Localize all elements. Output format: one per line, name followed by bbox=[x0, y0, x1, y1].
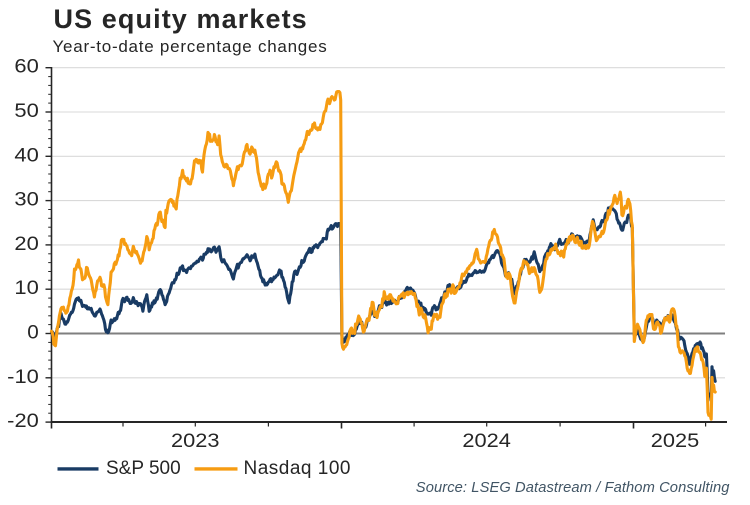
svg-text:20: 20 bbox=[14, 234, 38, 255]
svg-text:10: 10 bbox=[14, 278, 38, 299]
svg-text:30: 30 bbox=[14, 190, 38, 211]
svg-text:US equity markets: US equity markets bbox=[54, 4, 308, 34]
svg-text:2023: 2023 bbox=[171, 431, 220, 452]
svg-text:S&P 500: S&P 500 bbox=[106, 458, 181, 479]
svg-text:2024: 2024 bbox=[462, 431, 511, 452]
svg-text:40: 40 bbox=[14, 145, 38, 166]
svg-text:Nasdaq 100: Nasdaq 100 bbox=[244, 458, 351, 479]
svg-text:Source: LSEG Datastream / Fath: Source: LSEG Datastream / Fathom Consult… bbox=[416, 480, 730, 496]
svg-text:50: 50 bbox=[14, 101, 38, 122]
svg-text:-20: -20 bbox=[7, 411, 39, 432]
svg-text:Year-to-date percentage change: Year-to-date percentage changes bbox=[53, 37, 328, 56]
svg-text:2025: 2025 bbox=[651, 431, 700, 452]
svg-text:0: 0 bbox=[27, 323, 39, 344]
svg-text:60: 60 bbox=[14, 57, 38, 78]
svg-text:-10: -10 bbox=[7, 367, 39, 388]
